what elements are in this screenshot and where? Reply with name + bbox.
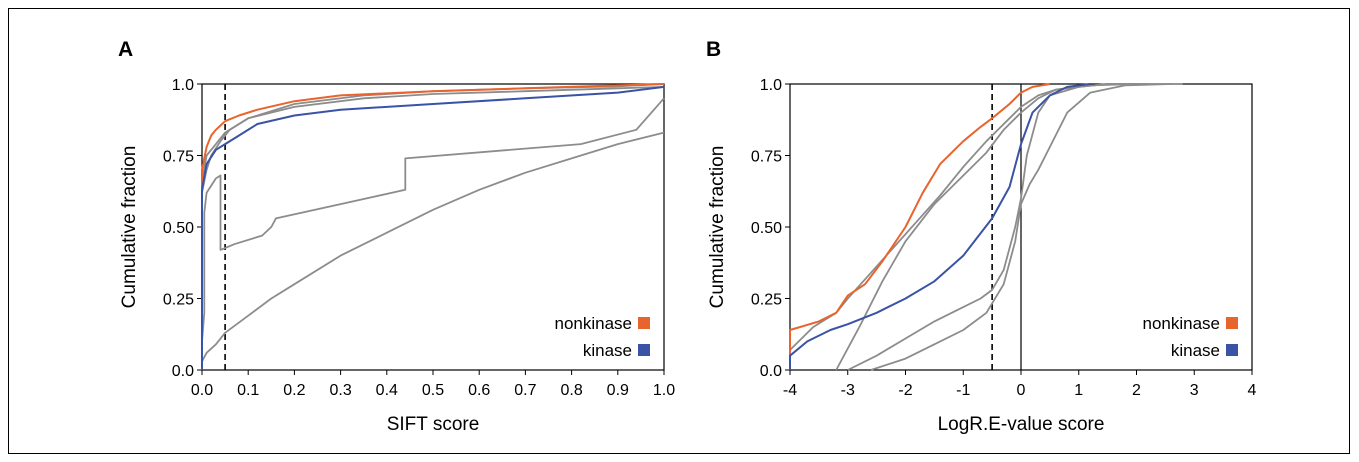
- chart2-series-kinase: [789, 83, 1091, 370]
- chart1-ytick-label: 1.0: [172, 77, 194, 94]
- chart1-series-gray: [201, 131, 665, 362]
- chart1-legend-label-kinase: kinase: [583, 341, 632, 360]
- chart2-xtick-label: 2: [1132, 382, 1141, 399]
- chart2-legend-swatch-nonkinase: [1226, 317, 1238, 329]
- chart2-xtick-label: 1: [1074, 382, 1083, 399]
- chart2-xtick-label: 3: [1190, 382, 1199, 399]
- chart2-series-nonkinase: [789, 83, 1051, 370]
- panel-label-b: B: [706, 38, 721, 61]
- chart2-ytick-label: 0.75: [751, 149, 782, 166]
- chart1-xtick-label: 0.5: [422, 382, 444, 399]
- chart2-ytick-label: 0.0: [760, 363, 782, 380]
- chart1-xtick-label: 1.0: [653, 382, 675, 399]
- chart1-xtick-label: 0.7: [514, 382, 536, 399]
- chart2-ytick-label: 0.25: [751, 292, 782, 309]
- chart2-xtick-label: 0: [1017, 382, 1026, 399]
- chart2-ytick-label: 1.0: [760, 77, 782, 94]
- panel-label-a: A: [118, 38, 133, 61]
- chart1-legend-swatch-kinase: [638, 344, 650, 356]
- chart1-xtick-label: 0.2: [283, 382, 305, 399]
- chart1-ytick-label: 0.25: [163, 292, 194, 309]
- chart2-xtick-label: -1: [956, 382, 970, 399]
- chart2-y-axis-label: Cumulative fraction: [707, 146, 728, 309]
- chart2-legend-label-nonkinase: nonkinase: [1142, 314, 1220, 333]
- chart1-ytick-label: 0.75: [163, 149, 194, 166]
- chart1-legend-swatch-nonkinase: [638, 317, 650, 329]
- chart2-legend-swatch-kinase: [1226, 344, 1238, 356]
- chart1-x-axis-label: SIFT score: [387, 414, 480, 435]
- figure-frame: [8, 8, 1350, 454]
- chart1-xtick-label: 0.0: [191, 382, 213, 399]
- chart1-xtick-label: 0.3: [329, 382, 351, 399]
- chart2-xtick-label: 4: [1248, 382, 1257, 399]
- chart1-xtick-label: 0.9: [607, 382, 629, 399]
- chart2-x-axis-label: LogR.E-value score: [938, 414, 1105, 435]
- chart2-series-gray: [847, 83, 1137, 371]
- chart2-xtick-label: -4: [783, 382, 797, 399]
- chart2-xtick-label: -3: [841, 382, 855, 399]
- chart1-xtick-label: 0.6: [468, 382, 490, 399]
- chart1-xtick-label: 0.8: [560, 382, 582, 399]
- chart1-ytick-label: 0.0: [172, 363, 194, 380]
- chart2-ytick-label: 0.50: [751, 220, 782, 237]
- chart2-xtick-label: -2: [898, 382, 912, 399]
- chart1-ytick-label: 0.50: [163, 220, 194, 237]
- chart2-series-gray: [870, 83, 1172, 371]
- chart2-legend-label-kinase: kinase: [1171, 341, 1220, 360]
- chart1-xtick-label: 0.4: [376, 382, 398, 399]
- chart1-series-gray: [201, 97, 665, 370]
- chart1-legend-label-nonkinase: nonkinase: [554, 314, 632, 333]
- chart1-series-gray: [201, 86, 665, 370]
- chart1-series-kinase: [201, 85, 665, 370]
- chart1-xtick-label: 0.1: [237, 382, 259, 399]
- chart1-y-axis-label: Cumulative fraction: [119, 146, 140, 309]
- chart1-series-nonkinase: [201, 83, 665, 370]
